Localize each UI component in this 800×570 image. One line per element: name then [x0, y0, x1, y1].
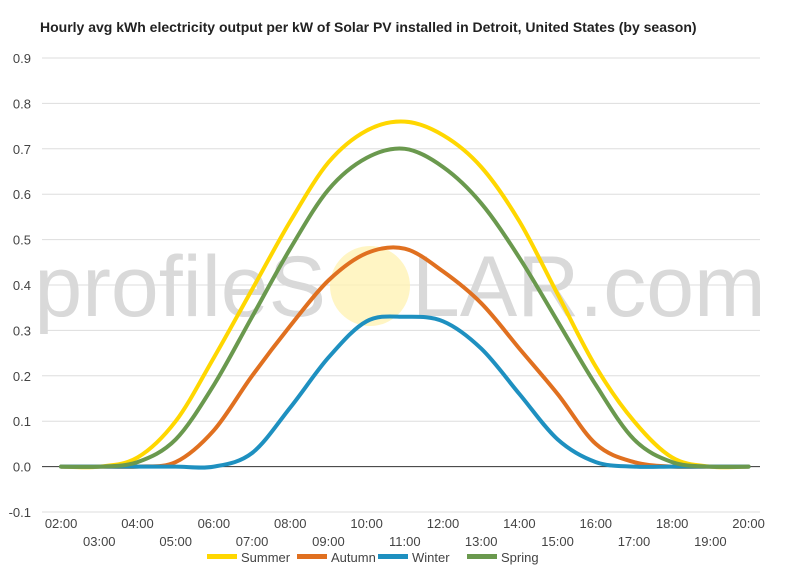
series-line-summer[interactable] [59, 119, 751, 470]
y-tick-label: 0.3 [13, 323, 31, 338]
grid-layer [42, 57, 760, 513]
series-line-spring[interactable] [59, 146, 751, 469]
x-tick-label: 08:00 [274, 516, 307, 531]
series-line-autumn[interactable] [59, 245, 751, 469]
x-tick-label: 17:00 [618, 534, 651, 549]
watermark-text: LAR.com [412, 239, 766, 335]
y-tick-label: -0.1 [9, 505, 31, 520]
x-tick-label: 16:00 [580, 516, 613, 531]
series-line-winter[interactable] [59, 314, 751, 470]
x-tick-label: 14:00 [503, 516, 536, 531]
x-tick-label: 07:00 [236, 534, 269, 549]
y-tick-label: 0.4 [13, 278, 31, 293]
y-tick-label: 0.2 [13, 369, 31, 384]
y-tick-label: 0.7 [13, 142, 31, 157]
y-tick-label: 0.1 [13, 414, 31, 429]
chart-title: Hourly avg kWh electricity output per kW… [40, 19, 697, 35]
x-tick-label: 03:00 [83, 534, 116, 549]
x-tick-label: 06:00 [198, 516, 231, 531]
y-tick-label: 0.0 [13, 460, 31, 475]
x-tick-label: 10:00 [350, 516, 383, 531]
x-tick-label: 18:00 [656, 516, 689, 531]
legend-swatch [378, 554, 408, 559]
legend-label: Summer [241, 550, 291, 565]
legend-item-spring[interactable]: Spring [467, 550, 539, 565]
y-tick-label: 0.5 [13, 233, 31, 248]
legend-swatch [297, 554, 327, 559]
x-tick-label: 15:00 [541, 534, 574, 549]
series-layer [59, 119, 751, 470]
y-tick-label: 0.8 [13, 96, 31, 111]
y-tick-label: 0.9 [13, 51, 31, 66]
x-tick-label: 11:00 [389, 534, 421, 549]
legend[interactable]: Summer Autumn Winter Spring [207, 550, 539, 565]
x-tick-label: 02:00 [45, 516, 78, 531]
legend-swatch [207, 554, 237, 559]
legend-item-winter[interactable]: Winter [378, 550, 450, 565]
legend-item-summer[interactable]: Summer [207, 550, 291, 565]
x-tick-label: 09:00 [312, 534, 345, 549]
legend-label: Winter [412, 550, 450, 565]
legend-item-autumn[interactable]: Autumn [297, 550, 376, 565]
legend-swatch [467, 554, 497, 559]
watermark-text: profileS [34, 239, 326, 335]
x-tick-label: 05:00 [159, 534, 192, 549]
watermark: profileS LAR.com [34, 239, 765, 335]
tick-layer: 0.9 0.8 0.7 0.6 0.5 0.4 0.3 0.2 0.1 0.0 -0.1 02:00 0… [9, 51, 765, 549]
x-tick-label: 04:00 [121, 516, 154, 531]
x-tick-label: 12:00 [427, 516, 460, 531]
x-tick-label: 13:00 [465, 534, 498, 549]
legend-label: Spring [501, 550, 539, 565]
x-tick-label: 20:00 [732, 516, 765, 531]
legend-label: Autumn [331, 550, 376, 565]
y-tick-label: 0.6 [13, 187, 31, 202]
x-tick-label: 19:00 [694, 534, 727, 549]
watermark-sun-icon [330, 246, 410, 326]
